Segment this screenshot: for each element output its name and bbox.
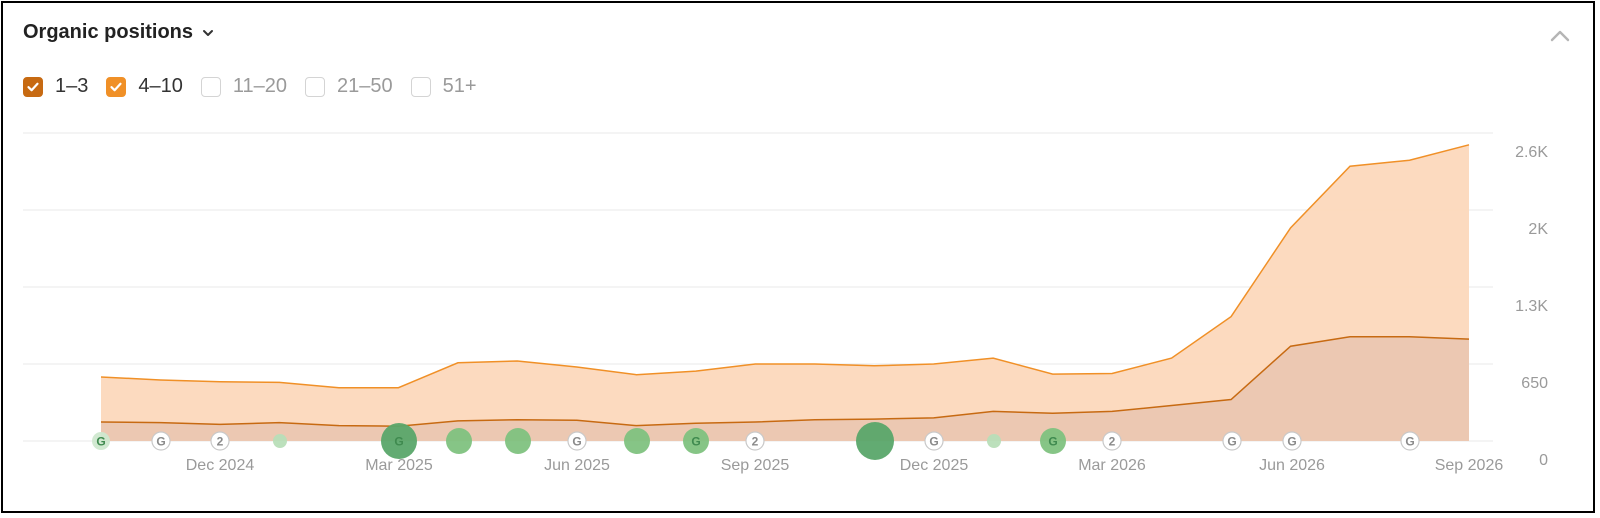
position-filters: 1–3 4–10 11–20 21–50 51+ bbox=[23, 75, 495, 98]
google-g-icon: G bbox=[929, 435, 938, 449]
y-tick-label: 1.3K bbox=[1515, 298, 1548, 315]
update-count-label: 2 bbox=[1109, 435, 1116, 449]
google-g-icon: G bbox=[1048, 435, 1057, 449]
google-update-marker bbox=[1282, 431, 1302, 451]
x-tick-label: Dec 2024 bbox=[186, 457, 255, 474]
checkbox-1-3[interactable] bbox=[23, 76, 43, 97]
area-1-3 bbox=[101, 336, 1469, 441]
line-4-10 bbox=[100, 144, 1470, 389]
x-tick-label: Jun 2026 bbox=[1259, 457, 1325, 474]
google-g-icon: G bbox=[691, 435, 700, 449]
filter-label-51-plus: 51+ bbox=[442, 75, 477, 97]
google-g-icon: G bbox=[1287, 435, 1296, 449]
filter-label-4-10: 4–10 bbox=[138, 75, 183, 97]
organic-positions-chart: 0 650 1.3K 2K 2.6K Dec 2024 Mar 2025 Jun 2025 Se… bbox=[23, 132, 1548, 474]
google-update-marker bbox=[151, 431, 171, 451]
chevron-down-icon bbox=[203, 29, 214, 36]
checkbox-4-10[interactable] bbox=[106, 76, 127, 97]
x-tick-label: Mar 2025 bbox=[365, 457, 433, 474]
algorithm-update-marker bbox=[381, 423, 417, 459]
multi-update-marker bbox=[210, 431, 230, 451]
google-g-icon: G bbox=[572, 435, 581, 449]
multi-update-marker bbox=[1102, 431, 1122, 451]
panel-header[interactable]: Organic positions bbox=[23, 21, 215, 44]
algorithm-update-marker bbox=[1040, 428, 1066, 454]
google-update-marker bbox=[567, 431, 587, 451]
google-update-marker bbox=[1222, 431, 1242, 451]
y-tick-label: 650 bbox=[1521, 375, 1548, 392]
area-4-10 bbox=[101, 144, 1469, 427]
y-tick-label: 2.6K bbox=[1515, 144, 1548, 161]
google-update-marker bbox=[1400, 431, 1420, 451]
update-count-label: 2 bbox=[752, 435, 759, 449]
x-tick-label: Sep 2025 bbox=[721, 457, 790, 474]
algorithm-update-marker bbox=[505, 428, 531, 454]
google-g-icon: G bbox=[1405, 435, 1414, 449]
google-g-icon: G bbox=[156, 435, 165, 449]
google-g-icon: G bbox=[1227, 435, 1236, 449]
filter-21-50[interactable]: 21–50 bbox=[305, 75, 393, 98]
filter-11-20[interactable]: 11–20 bbox=[200, 75, 288, 98]
filter-label-21-50: 21–50 bbox=[337, 75, 393, 97]
x-tick-label: Sep 2026 bbox=[1435, 457, 1504, 474]
filter-label-11-20: 11–20 bbox=[232, 75, 288, 97]
line-1-3 bbox=[100, 336, 1470, 427]
checkbox-11-20[interactable] bbox=[200, 76, 221, 97]
algorithm-update-marker bbox=[624, 428, 650, 454]
checkbox-51-plus[interactable] bbox=[410, 76, 431, 97]
filter-label-1-3: 1–3 bbox=[55, 75, 89, 97]
update-count-label: 2 bbox=[217, 435, 224, 449]
chevron-up-icon[interactable] bbox=[1547, 23, 1573, 49]
y-tick-label: 2K bbox=[1528, 221, 1548, 238]
google-update-marker bbox=[924, 431, 944, 451]
filter-51-plus[interactable]: 51+ bbox=[410, 75, 477, 98]
check-icon bbox=[110, 82, 122, 91]
x-tick-label: Dec 2025 bbox=[900, 457, 969, 474]
algorithm-update-marker bbox=[273, 434, 287, 448]
x-tick-label: Mar 2026 bbox=[1078, 457, 1146, 474]
algorithm-update-marker bbox=[92, 432, 110, 450]
checkbox-21-50[interactable] bbox=[305, 76, 326, 97]
google-g-icon: G bbox=[96, 435, 105, 449]
y-tick-label: 0 bbox=[1539, 452, 1548, 469]
algorithm-update-marker bbox=[446, 428, 472, 454]
panel-title: Organic positions bbox=[23, 21, 194, 43]
x-tick-label: Jun 2025 bbox=[544, 457, 610, 474]
filter-4-10[interactable]: 4–10 bbox=[106, 75, 183, 98]
algorithm-update-marker bbox=[856, 422, 894, 460]
filter-1-3[interactable]: 1–3 bbox=[23, 75, 88, 98]
algorithm-update-marker bbox=[987, 434, 1001, 448]
algorithm-update-marker bbox=[683, 428, 709, 454]
multi-update-marker bbox=[745, 431, 765, 451]
google-g-icon: G bbox=[394, 435, 403, 449]
check-icon bbox=[27, 82, 39, 91]
